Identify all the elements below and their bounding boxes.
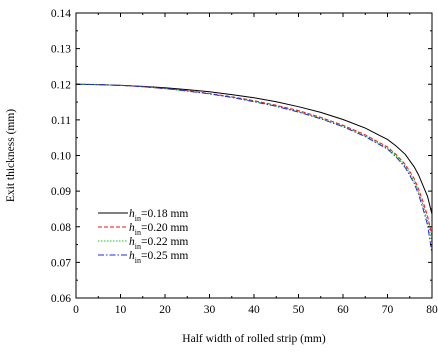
x-tick-label: 30 [204, 304, 216, 316]
x-tick-label: 50 [293, 304, 305, 316]
y-axis-title: Exit thickness (mm) [5, 109, 17, 202]
y-tick-label: 0.07 [51, 257, 71, 269]
y-tick-label: 0.14 [51, 8, 71, 20]
y-tick-label: 0.12 [51, 79, 71, 91]
series-line-3 [75, 83, 433, 243]
legend-label-2: hin=0.20 mm [129, 222, 188, 237]
legend-label-3: hin=0.22 mm [129, 236, 188, 251]
series-line-1 [75, 83, 433, 215]
y-tick-label: 0.13 [51, 44, 71, 56]
y-tick-label: 0.09 [51, 186, 71, 198]
y-tick-label: 0.11 [51, 115, 71, 127]
legend-label-4: hin=0.25 mm [129, 250, 188, 265]
x-tick-label: 80 [426, 304, 438, 316]
x-tick-label: 0 [73, 304, 79, 316]
y-tick-label: 0.08 [51, 222, 71, 234]
x-tick-label: 20 [159, 304, 171, 316]
series-line-2 [75, 83, 433, 236]
x-tick-label: 10 [115, 304, 127, 316]
x-axis: 0 10 20 30 40 50 60 70 80 [73, 13, 438, 316]
x-tick-label: 40 [248, 304, 260, 316]
y-axis: 0.06 0.07 0.08 0.09 0.10 0.11 0.12 0.13 0.14 [51, 8, 432, 305]
x-axis-title: Half width of rolled strip (mm) [182, 333, 326, 345]
legend-label-1: hin=0.18 mm [129, 208, 188, 223]
y-tick-label: 0.06 [51, 293, 71, 305]
x-tick-label: 60 [337, 304, 349, 316]
y-tick-label: 0.10 [51, 151, 71, 163]
series-line-4 [75, 83, 433, 254]
x-tick-label: 70 [382, 304, 394, 316]
